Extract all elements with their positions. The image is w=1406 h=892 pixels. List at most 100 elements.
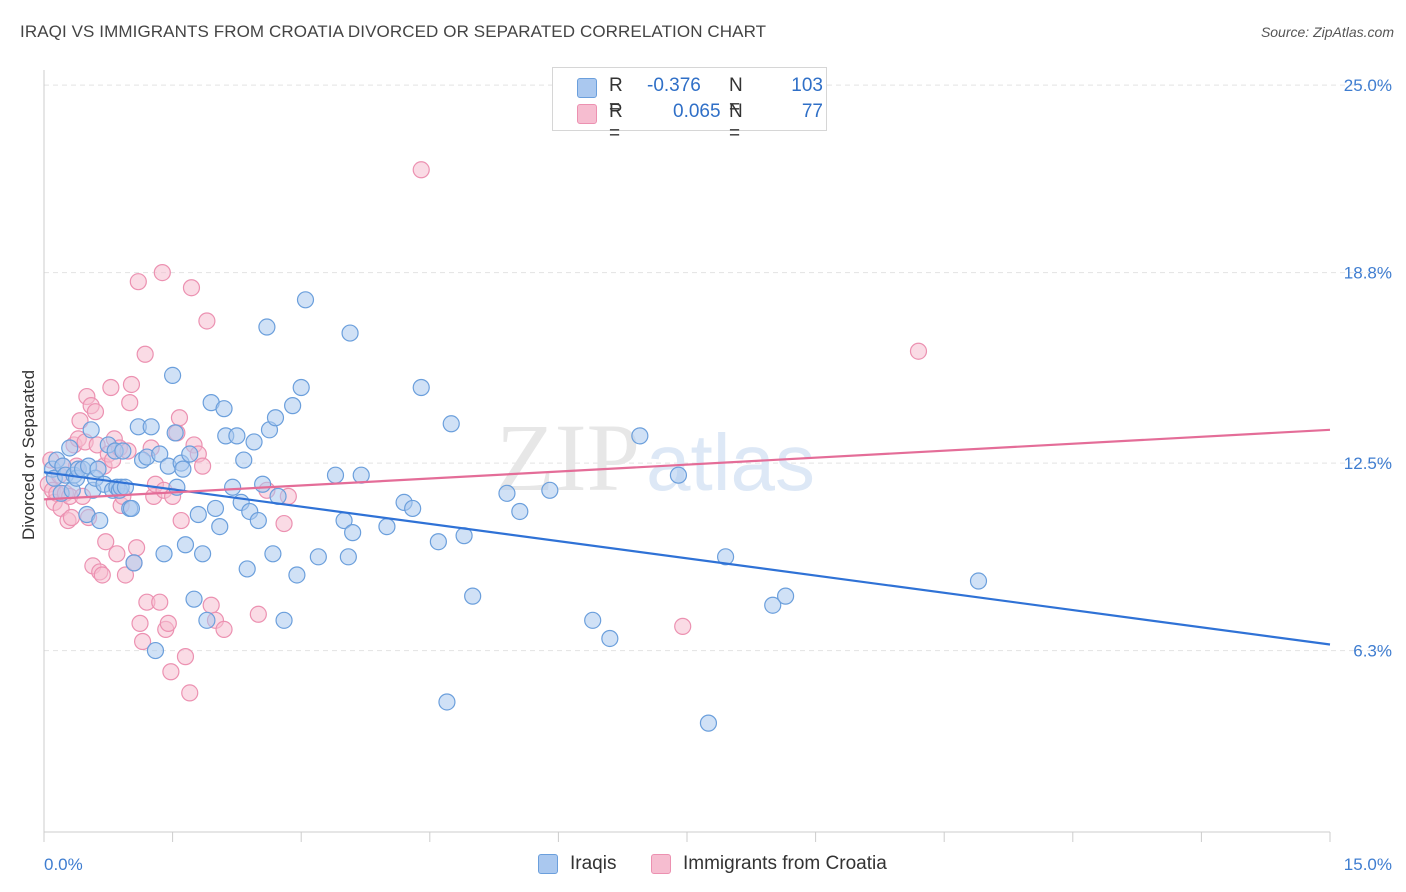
scatter-points (39, 161, 988, 732)
croatia-point (182, 279, 201, 297)
croatia-point (86, 403, 105, 421)
iraqis-point (326, 466, 345, 484)
iraqis-point (669, 466, 688, 484)
y-tick-label: 6.3% (1353, 642, 1392, 661)
iraqis-point (228, 427, 246, 445)
x-tick-label: 0.0% (44, 855, 83, 874)
iraqis-swatch (577, 78, 597, 98)
iraqis-point (89, 460, 107, 478)
y-tick-label: 25.0% (1344, 76, 1392, 95)
iraqis-point (155, 545, 173, 563)
chart-title: IRAQI VS IMMIGRANTS FROM CROATIA DIVORCE… (20, 22, 767, 41)
croatia-point (108, 545, 126, 563)
croatia-point (133, 632, 152, 651)
iraqis-point (284, 397, 302, 415)
iraqis-point (412, 378, 430, 397)
croatia-point (181, 684, 199, 702)
legend-r-value: 0.065 (673, 101, 721, 122)
croatia-point (275, 514, 293, 533)
iraqis-point (198, 611, 216, 629)
croatia-point (151, 593, 169, 611)
tick-labels: 25.0% 18.8% 12.5% 6.3% 0.0% 15.0% (44, 76, 1392, 874)
croatia-point (159, 614, 177, 632)
iraqis-point (166, 424, 184, 442)
source-label: Source: ZipAtlas.com (1260, 24, 1394, 40)
watermark: ZIP atlas (496, 404, 815, 511)
croatia-point (121, 394, 139, 412)
bottom-legend-label: Immigrants from Croatia (683, 853, 887, 874)
croatia-point (202, 596, 220, 614)
iraqis-point (266, 409, 285, 427)
iraqis-point (174, 460, 192, 478)
iraqis-point (352, 466, 370, 484)
iraqis-point (224, 478, 242, 496)
iraqis-point (378, 517, 396, 536)
iraqis-point (211, 517, 229, 536)
croatia-swatch (577, 104, 597, 124)
iraqis-point (114, 442, 132, 460)
legend-r-label: R = (609, 101, 623, 144)
iraqis-point (429, 533, 447, 551)
iraqis-point (764, 596, 782, 614)
legend-n-label: N = (729, 101, 743, 144)
iraqis-point (122, 499, 141, 518)
iraqis-point (699, 714, 718, 732)
iraqis-point (275, 611, 293, 629)
croatia-point (176, 648, 195, 666)
iraqis-point (969, 572, 988, 590)
iraqis-point (258, 318, 276, 336)
iraqis-point (215, 400, 233, 418)
legend-r-label: R = (609, 75, 623, 118)
axes (43, 70, 1331, 842)
y-axis-label: Divorced or Separated (19, 370, 38, 540)
iraqis-point (341, 324, 359, 342)
iraqis-point (194, 545, 212, 563)
legend-n-value: 77 (801, 101, 823, 122)
croatia-point (97, 533, 115, 551)
croatia-point (170, 409, 189, 427)
iraqis-point (498, 484, 516, 502)
iraqis-point (82, 421, 100, 439)
iraqis-point (164, 366, 182, 385)
iraqis-point (146, 641, 165, 660)
iraqis-point (142, 418, 160, 436)
iraqis-point (404, 499, 422, 518)
croatia-point (412, 161, 430, 179)
y-tick-label: 12.5% (1344, 454, 1392, 473)
legend-n-value: 103 (791, 75, 823, 96)
iraqis-point (716, 548, 735, 566)
iraqis-point (185, 590, 203, 608)
iraqis-point (296, 291, 315, 309)
croatia-point (129, 273, 147, 291)
iraqis-point (776, 587, 795, 605)
iraqis-point (309, 548, 327, 566)
watermark-zip: ZIP (496, 404, 640, 511)
croatia-point (162, 663, 180, 681)
bottom-legend-label: Iraqis (570, 853, 617, 874)
iraqis-point (464, 587, 482, 605)
croatia-trend-line (43, 428, 1331, 501)
iraqis-point (91, 511, 109, 530)
iraqis-point (189, 505, 207, 524)
croatia-point (249, 605, 267, 623)
correlation-legend: R = -0.376 N = 103 R = 0.065 N = 77 (552, 67, 827, 144)
iraqis-point (344, 524, 362, 542)
iraqis-point (238, 560, 256, 578)
legend-r-value: -0.376 (647, 75, 701, 96)
iraqis-point (288, 566, 306, 584)
croatia-point (93, 566, 111, 584)
iraqis-point (206, 499, 225, 518)
iraqis-point (631, 427, 649, 445)
iraqis-point (254, 475, 272, 493)
croatia-point (116, 566, 135, 584)
croatia-point (153, 263, 171, 282)
iraqis-point (292, 378, 310, 397)
croatia-point (909, 342, 928, 360)
iraqis-point (61, 439, 79, 457)
x-tick-label: 15.0% (1344, 855, 1392, 874)
iraqis-point (151, 445, 169, 463)
iraqis-point (584, 611, 602, 629)
legend-n-label: N = (729, 75, 743, 118)
iraqis-point (235, 451, 253, 469)
